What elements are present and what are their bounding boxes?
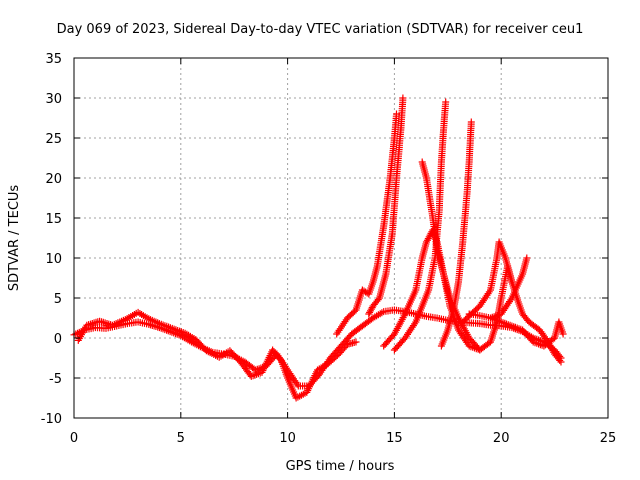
- data-point: [559, 330, 567, 338]
- y-tick-label: 20: [45, 172, 62, 187]
- series-spike-15.3h: [365, 94, 407, 318]
- y-tick-label: 5: [54, 292, 62, 307]
- x-tick-labels: 0 5 10 15 20 25: [70, 431, 616, 446]
- ticks: [73, 57, 609, 419]
- y-tick-label: 15: [45, 212, 62, 227]
- x-axis-label: GPS time / hours: [286, 459, 395, 474]
- x-tick-label: 20: [493, 431, 510, 446]
- data-point: [476, 346, 484, 354]
- data-point: [333, 351, 341, 359]
- data-point: [374, 296, 382, 304]
- series-arc-21h: [487, 254, 531, 322]
- data-point: [465, 342, 473, 350]
- series-late-clusters: [465, 310, 567, 350]
- series-layer: [70, 94, 567, 402]
- data-point: [352, 338, 360, 346]
- y-axis-label: SDTVAR / TECUs: [7, 185, 22, 292]
- y-tick-label: 25: [45, 132, 62, 147]
- data-point: [393, 110, 400, 118]
- data-point: [557, 358, 565, 366]
- chart-title: Day 069 of 2023, Sidereal Day-to-day VTE…: [57, 22, 584, 37]
- x-tick-label: 15: [386, 431, 403, 446]
- data-point: [365, 310, 373, 318]
- data-point: [145, 315, 153, 323]
- data-point: [442, 98, 450, 106]
- y-tick-label: 0: [54, 332, 62, 347]
- x-tick-label: 10: [279, 431, 296, 446]
- data-point: [523, 254, 531, 262]
- data-point: [501, 319, 509, 327]
- data-point: [467, 118, 475, 126]
- data-point: [492, 316, 500, 324]
- y-tick-label: 30: [45, 92, 62, 107]
- y-tick-label: 10: [45, 252, 62, 267]
- x-tick-label: 5: [177, 431, 185, 446]
- data-point: [556, 356, 564, 364]
- data-point: [154, 319, 162, 327]
- plot-frame: [73, 57, 609, 419]
- x-tick-label: 25: [600, 431, 617, 446]
- x-tick-label: 0: [70, 431, 78, 446]
- data-point: [475, 345, 482, 352]
- y-tick-labels: -10 -5 0 5 10 15 20 25 30 35: [41, 52, 62, 427]
- series-spike-15h: [333, 110, 400, 338]
- data-point: [367, 305, 375, 313]
- data-point: [399, 94, 407, 102]
- data-point: [252, 366, 260, 374]
- series-arc-16.3h: [418, 158, 484, 354]
- y-tick-label: -10: [41, 412, 62, 427]
- data-point: [367, 307, 374, 315]
- y-tick-label: -5: [49, 372, 62, 387]
- y-tick-label: 35: [45, 52, 62, 67]
- series-early-spread: [74, 308, 360, 402]
- data-point: [366, 308, 374, 316]
